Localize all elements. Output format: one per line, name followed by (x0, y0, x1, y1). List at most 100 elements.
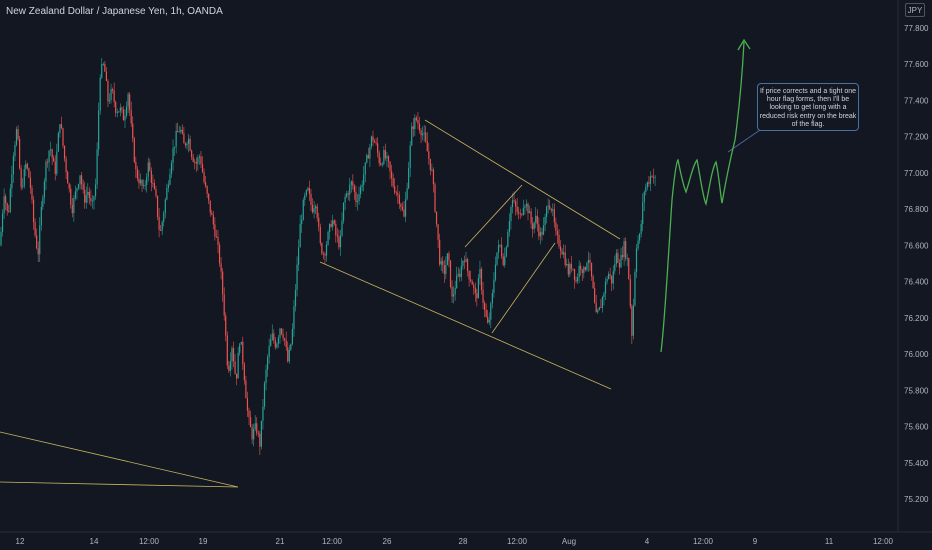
candle-body (519, 213, 521, 215)
candle-body (67, 172, 69, 184)
time-axis[interactable]: 12 14 12:00 19 21 12:00 26 28 12:00 Aug 4 12:00 9 11 1… (0, 531, 932, 546)
candle-body (135, 162, 137, 170)
candle-body (116, 112, 118, 114)
candle-body (614, 264, 616, 272)
candle-body (208, 193, 210, 201)
candle-body (62, 128, 64, 146)
candle-body (363, 174, 365, 185)
candle-body (197, 157, 199, 164)
candle-body (632, 305, 634, 336)
price-axis[interactable]: 75.200 75.400 75.600 75.800 76.000 76.200 76.4… (897, 0, 929, 532)
candle-body (175, 130, 177, 147)
candle-body (107, 80, 109, 102)
candle-body (429, 158, 431, 171)
candle-body (327, 232, 329, 245)
candle-body (471, 281, 473, 285)
candle-body (191, 150, 193, 158)
candle-body (223, 294, 225, 316)
candle-body (181, 129, 183, 134)
candle-body (99, 77, 101, 111)
candle-body (50, 149, 52, 151)
candle-body (57, 132, 59, 152)
candle-body (553, 209, 555, 223)
candle-body (375, 142, 377, 144)
candle-body (587, 259, 590, 264)
candle-body (68, 183, 70, 189)
candle-body (133, 138, 135, 163)
channel-lower-line[interactable] (319, 261, 612, 390)
flag-upper-line[interactable] (464, 184, 523, 248)
triangle-lower-line[interactable] (0, 481, 239, 488)
y-tick-label: 77.400 (904, 96, 929, 105)
currency-badge[interactable]: JPY (905, 3, 925, 17)
candle-body (23, 169, 25, 187)
candle-body (353, 185, 355, 193)
candle-body (5, 196, 7, 204)
candle-body (9, 188, 11, 212)
candle-body (26, 163, 28, 169)
candle-body (203, 172, 205, 183)
candle-body (524, 206, 526, 208)
candle-body (79, 175, 81, 185)
candle-body (392, 178, 394, 187)
candle-body (344, 196, 346, 203)
candle-body (541, 232, 543, 235)
candle-body (442, 261, 444, 266)
candle-body (22, 186, 24, 188)
candle-body (409, 145, 411, 169)
candle-body (129, 94, 131, 111)
candle-body (584, 267, 586, 270)
candle-body (620, 255, 622, 268)
candle-body (493, 279, 495, 293)
triangle-upper-line[interactable] (0, 431, 239, 488)
projection-path[interactable] (660, 41, 745, 353)
candle-body (490, 303, 492, 320)
candle-body (277, 337, 280, 344)
candle-body (319, 226, 321, 244)
annotation-callout[interactable]: If price corrects and a tight one hour f… (757, 83, 859, 131)
candle-body (358, 194, 360, 202)
candle-body (479, 269, 481, 279)
candle-body (645, 187, 647, 192)
y-tick-label: 77.800 (904, 24, 929, 33)
candle-body (569, 263, 571, 275)
candle-body (465, 259, 467, 262)
candle-body (304, 195, 306, 200)
candle-body (271, 333, 273, 340)
candle-body (0, 231, 2, 246)
candle-body (586, 263, 588, 270)
candle-body (43, 181, 45, 198)
candle-body (105, 71, 107, 81)
candle-body (485, 310, 487, 317)
candle-body (127, 94, 129, 107)
y-tick-label: 77.200 (904, 133, 929, 142)
candle-body (544, 216, 546, 226)
candle-body (150, 170, 152, 183)
candle-body (398, 194, 400, 204)
candle-body (161, 221, 163, 231)
candle-body (361, 184, 363, 187)
candle-body (626, 258, 628, 259)
candle-body (648, 182, 650, 184)
candle-body (559, 246, 562, 251)
candle-body (654, 176, 656, 178)
candle-body (200, 156, 202, 164)
channel-upper-line[interactable] (424, 119, 621, 240)
candle-body (302, 199, 304, 221)
flag-lower-line[interactable] (491, 242, 556, 334)
candle-body (578, 265, 580, 278)
candle-body (316, 206, 318, 218)
candle-body (583, 267, 585, 274)
candle-body (350, 181, 352, 185)
candle-body (474, 287, 476, 294)
candle-body (342, 202, 345, 221)
candle-body (42, 197, 44, 207)
candle-body (155, 189, 157, 196)
candle-body (339, 235, 342, 248)
candle-body (169, 174, 171, 185)
candle-body (628, 258, 630, 280)
candle-body (71, 204, 73, 214)
candle-body (629, 279, 631, 307)
y-tick-label: 75.800 (904, 386, 929, 395)
